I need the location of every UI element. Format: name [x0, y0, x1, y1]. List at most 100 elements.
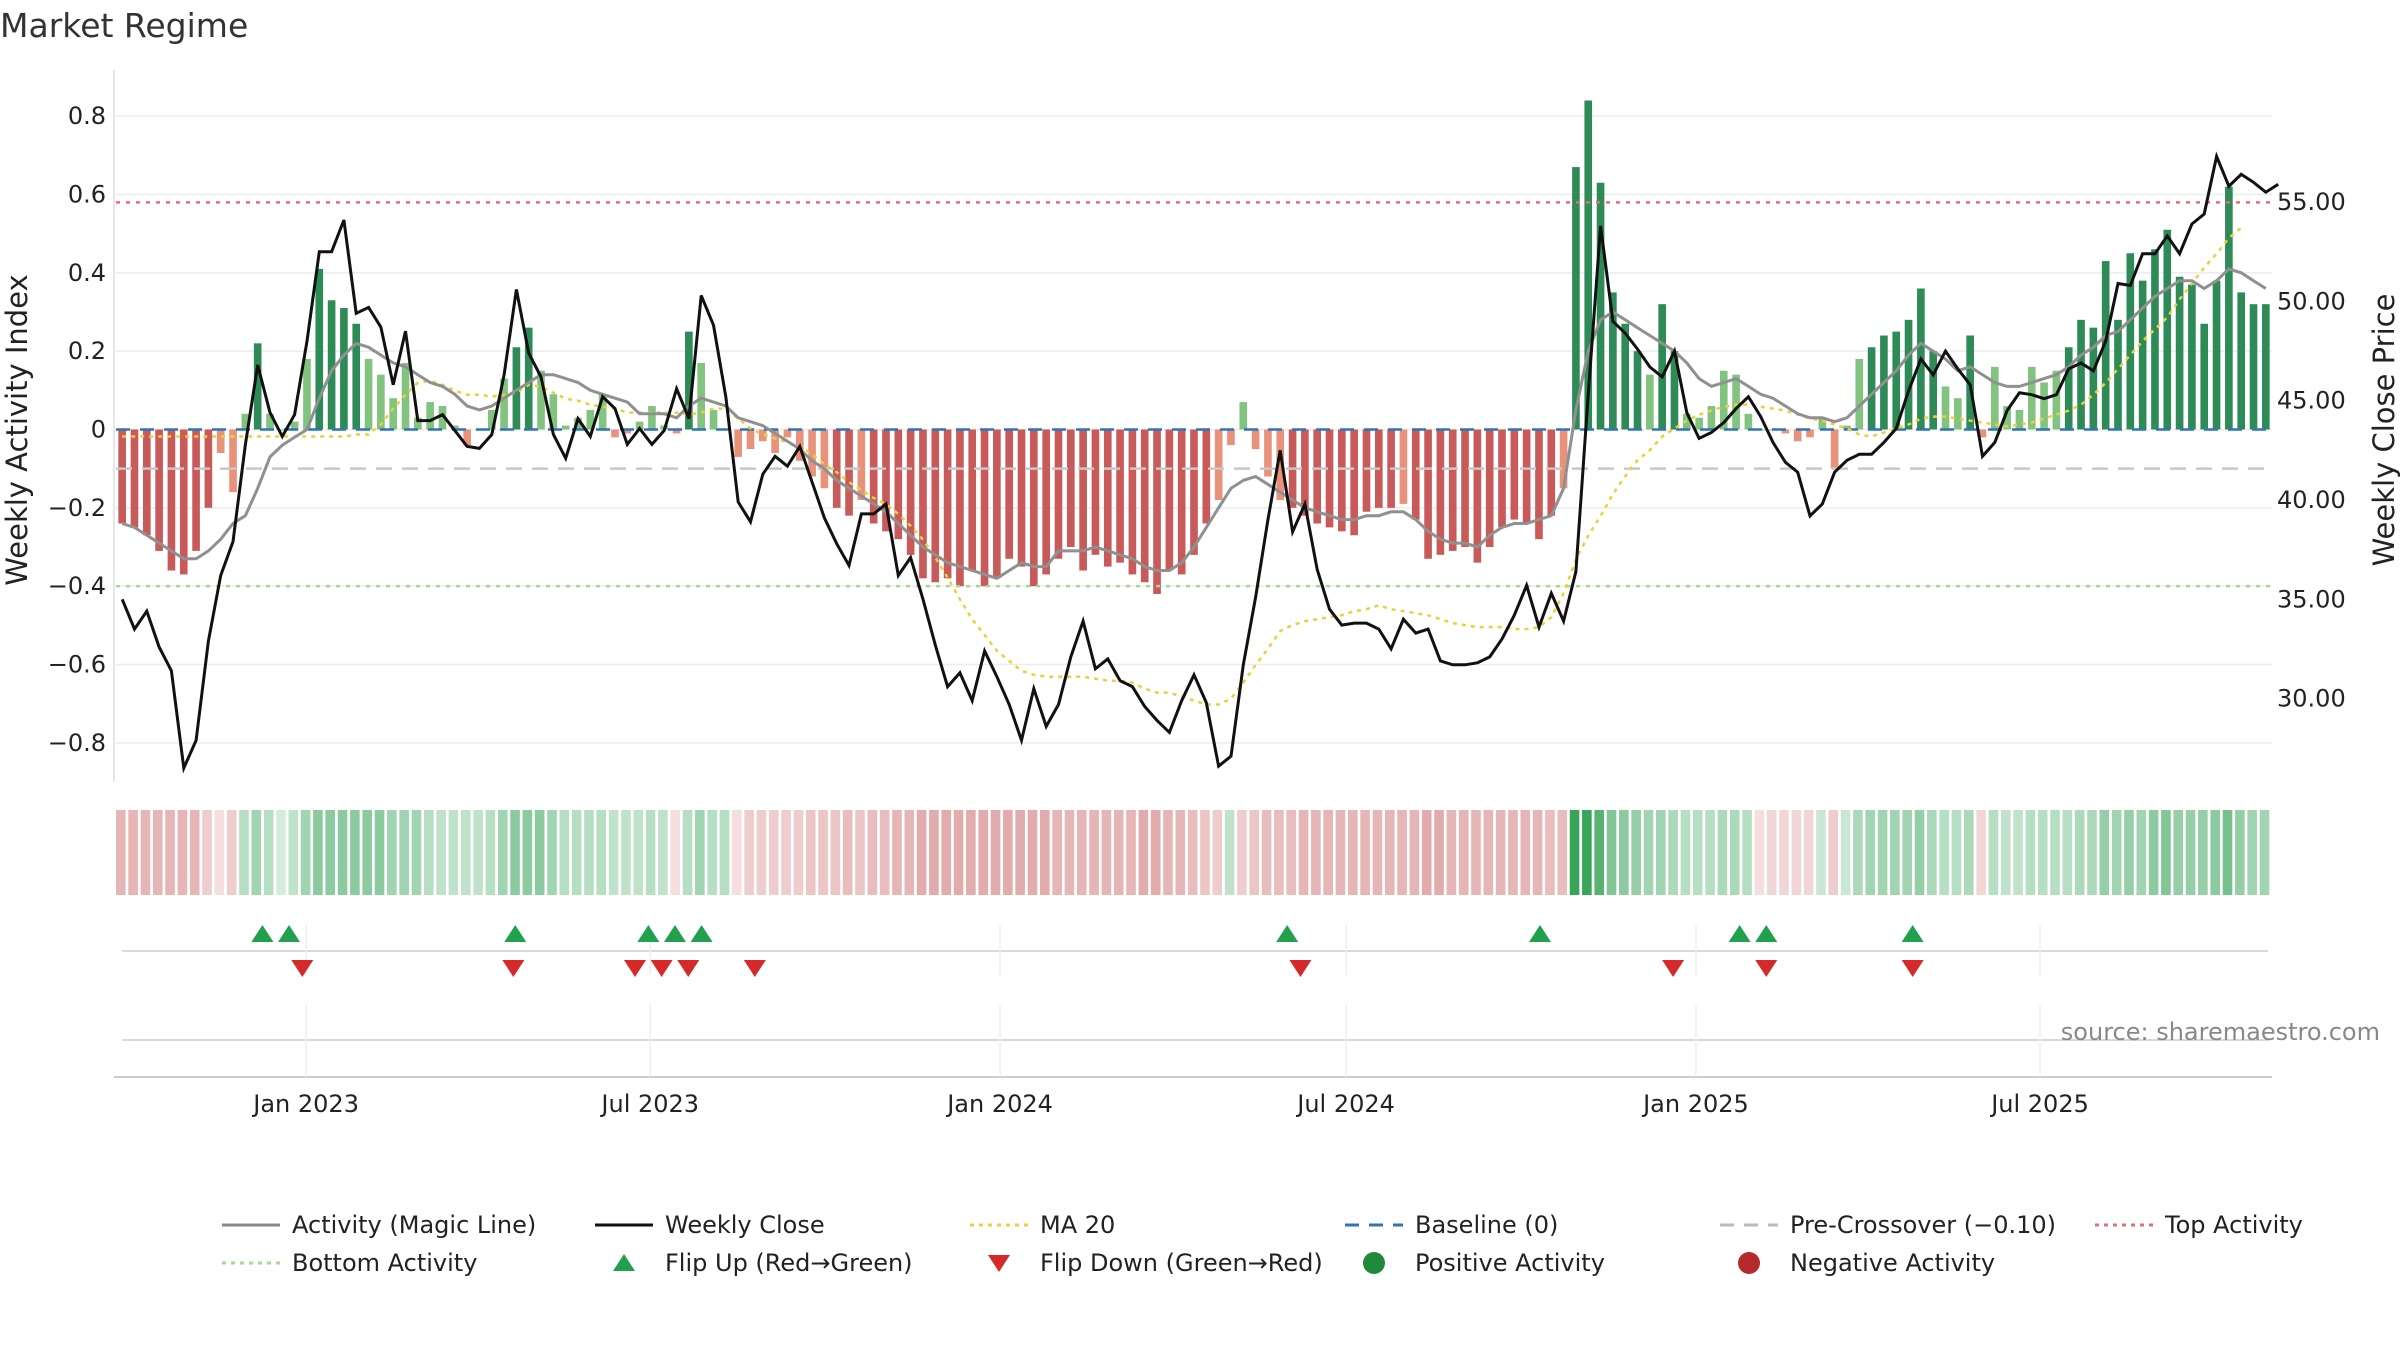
flip-up-marker [504, 925, 527, 942]
flip-markers-panel [122, 925, 2268, 977]
regime-strip-cell [1027, 810, 1038, 895]
activity-bar [327, 300, 336, 430]
regime-strip-cell [1421, 810, 1432, 895]
activity-bar [1646, 374, 1654, 430]
flip-down-marker [1289, 960, 1312, 977]
regime-strip-cell [1582, 810, 1592, 895]
flip-down-marker [650, 960, 673, 977]
regime-strip-cell [1089, 810, 1099, 895]
activity-bar [1227, 429, 1235, 446]
activity-bar [364, 359, 373, 430]
regime-strip-cell [2062, 810, 2073, 895]
activity-bar [1239, 402, 1248, 430]
flip-up-marker [1728, 925, 1751, 942]
regime-strip-cell [2037, 810, 2048, 895]
activity-bar [1990, 366, 1999, 430]
regime-strip-cell [460, 810, 471, 895]
left-tick-label: 0.8 [68, 102, 106, 130]
regime-strip-cell [128, 810, 138, 895]
right-tick-label: 45.00 [2277, 387, 2346, 415]
activity-bar [2200, 323, 2209, 430]
activity-bar [1806, 429, 1814, 438]
activity-bar [487, 409, 496, 430]
activity-bar [1572, 167, 1580, 430]
regime-strip-cell [2124, 810, 2134, 895]
regime-strip-cell [633, 810, 644, 895]
activity-bar [1054, 429, 1063, 559]
regime-strip-cell [1360, 810, 1370, 895]
flip-up-marker [690, 925, 713, 942]
left-tick-label: 0 [91, 416, 106, 444]
activity-bar [290, 421, 299, 430]
regime-strip-cell [682, 810, 693, 895]
regime-strip-cell [904, 810, 915, 895]
regime-strip-cell [140, 810, 151, 895]
activity-bar [118, 429, 126, 524]
regime-strip-cell [2025, 810, 2036, 895]
regime-strip-cell [1495, 810, 1506, 895]
activity-bar [1153, 429, 1161, 594]
activity-bar [832, 429, 841, 508]
regime-strip-cell [337, 810, 348, 895]
activity-bar [1855, 359, 1864, 430]
activity-bar [155, 429, 163, 551]
regime-strip-cell [436, 810, 446, 895]
regime-strip-cell [1224, 810, 1235, 895]
regime-strip-cell [596, 810, 607, 895]
legend-item: Positive Activity [1363, 1249, 1605, 1277]
regime-strip-cell [1200, 810, 1210, 895]
activity-bar [1424, 429, 1432, 559]
left-tick-label: 0.4 [68, 259, 106, 287]
activity-bar [216, 429, 225, 453]
regime-strip-cell [325, 810, 336, 895]
legend-label: Positive Activity [1415, 1249, 1605, 1277]
activity-bar [734, 429, 742, 457]
activity-bar [1485, 429, 1494, 547]
legend: Activity (Magic Line) Weekly Close MA 20 Ba… [222, 1211, 2303, 1277]
x-tick-label: Jul 2024 [1295, 1090, 1395, 1118]
activity-bar [869, 429, 878, 524]
regime-strip-cell [1729, 810, 1740, 895]
activity-bar [906, 429, 915, 555]
regime-strip-cell [695, 810, 705, 895]
activity-bar [611, 429, 619, 438]
activity-bar [2151, 249, 2159, 430]
activity-bar [1867, 347, 1876, 430]
regime-strip-cell [313, 810, 323, 895]
activity-bar [1633, 351, 1642, 430]
regime-strip-cell [1717, 810, 1728, 895]
activity-bar [783, 429, 792, 438]
regime-strip-cell [202, 810, 212, 895]
activity-bar [377, 374, 385, 430]
x-axis-ticks: Jan 2023 Jul 2023 Jan 2024 Jul 2024 Jan 2025… [251, 1090, 2089, 1118]
activity-bar [709, 409, 718, 430]
regime-strip-cell [584, 810, 594, 895]
activity-bar [414, 417, 422, 430]
activity-bar [1030, 429, 1038, 587]
activity-bar [167, 429, 176, 571]
flip-down-marker [1662, 960, 1685, 977]
activity-bar [2237, 292, 2246, 430]
regime-strip-cell [1409, 810, 1420, 895]
regime-strip-cell [1397, 810, 1407, 895]
activity-bar [561, 425, 570, 430]
activity-bar [2027, 366, 2036, 430]
regime-strip-cell [1274, 810, 1284, 895]
right-tick-label: 35.00 [2277, 585, 2346, 613]
regime-strip-cell [1890, 810, 1900, 895]
chart-title: Market Regime [0, 6, 248, 45]
regime-strip-cell [1261, 810, 1272, 895]
legend-label: Flip Down (Green→Red) [1040, 1249, 1323, 1277]
activity-bar [1066, 429, 1075, 547]
activity-bar [956, 429, 964, 587]
regime-strip-cell [1976, 810, 1986, 895]
regime-strip-cell [1569, 810, 1580, 895]
activity-bar [758, 429, 767, 442]
regime-strip-cell [658, 810, 668, 895]
legend-item: Pre-Crossover (−0.10) [1720, 1211, 2056, 1239]
activity-bar [1621, 323, 1630, 430]
regime-strip-cell [2235, 810, 2245, 895]
activity-bar [1128, 429, 1137, 575]
regime-strip-cell [1779, 810, 1789, 895]
flip-up-marker [1276, 925, 1299, 942]
